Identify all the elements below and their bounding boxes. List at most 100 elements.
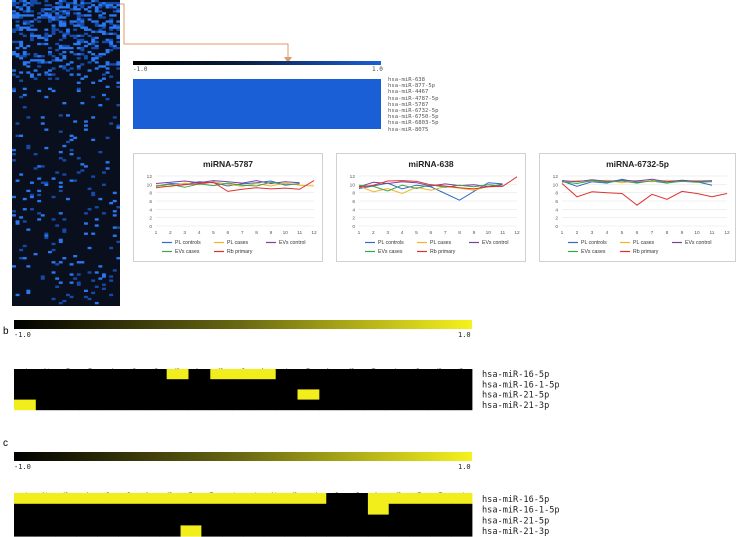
- panel-a-heatmap-cell: [112, 26, 117, 29]
- x-tick-label: 3: [386, 230, 389, 236]
- panel-a-heatmap-cell: [116, 34, 120, 38]
- panel-a-heatmap-cell: [84, 120, 88, 123]
- panel-a-heatmap-cell: [44, 71, 49, 74]
- panel-a-heatmap-cell: [26, 6, 31, 9]
- heatmap-cell: [222, 503, 244, 515]
- heatmap-cell: [451, 514, 473, 526]
- panel-a-heatmap-cell: [12, 40, 16, 44]
- panel-a-heatmap-cell: [22, 22, 27, 25]
- y-tick-label: 4: [149, 207, 152, 213]
- panel-a-heatmap-cell: [30, 34, 34, 38]
- panel-a-heatmap-cell: [80, 46, 85, 50]
- panel-a-heatmap-cell: [30, 28, 34, 31]
- heatmap-cell: [144, 379, 168, 390]
- panel-a-heatmap-cell: [66, 197, 70, 201]
- panel-a-heatmap-cell: [30, 14, 34, 17]
- panel-a-zoom-row-label: hsa-miR-4467: [388, 89, 429, 96]
- heatmap-cell: [243, 525, 265, 537]
- panel-a-heatmap-cell: [26, 53, 31, 56]
- panel-a-heatmap-cell: [102, 26, 106, 29]
- panel-a-heatmap-cell: [33, 28, 38, 31]
- x-tick-label: 6: [429, 230, 432, 236]
- panel-a-heatmap-cell: [19, 32, 24, 35]
- y-tick-label: 2: [352, 216, 355, 222]
- heatmap-cell: [451, 503, 473, 515]
- panel-b-scale-min: -1.0: [14, 331, 31, 339]
- panel-a-heatmap-cell: [22, 197, 27, 201]
- panel-a-heatmap-cell: [87, 61, 92, 64]
- panel-a-heatmap-cell: [58, 130, 63, 133]
- panel-a-heatmap-cell: [91, 193, 96, 197]
- panel-a-heatmap-cell: [80, 6, 85, 9]
- panel-a-heatmap-cell: [62, 32, 67, 35]
- y-tick-label: 2: [555, 216, 558, 222]
- panel-a-heatmap-cell: [109, 18, 114, 21]
- panel-a-heatmap-cell: [30, 181, 34, 184]
- panel-a-heatmap-cell: [37, 218, 42, 221]
- panel-a-heatmap-cell: [66, 32, 70, 35]
- panel-a-heatmap-cell: [55, 59, 60, 62]
- panel-a-heatmap-cell: [109, 279, 114, 282]
- panel-a-heatmap-cell: [80, 34, 85, 38]
- panel-a-heatmap-cell: [58, 181, 63, 184]
- panel-a-heatmap-cell: [98, 277, 103, 280]
- panel-a-heatmap-cell: [84, 14, 88, 17]
- panel-a-heatmap-cell: [112, 24, 117, 27]
- panel-a-heatmap-cell: [12, 214, 16, 217]
- series-line-pl-cases: [155, 181, 315, 188]
- panel-a-heatmap-cell: [44, 38, 49, 42]
- panel-a-heatmap-cell: [109, 246, 114, 250]
- panel-a-heatmap-cell: [91, 191, 96, 195]
- heatmap-cell: [341, 399, 364, 411]
- panel-a-heatmap-cell: [58, 38, 63, 42]
- heatmap-cell: [118, 514, 140, 526]
- panel-a-heatmap-cell: [87, 187, 92, 191]
- heatmap-cell: [275, 379, 298, 390]
- heatmap-cell: [144, 369, 168, 380]
- panel-a-zoom-row-label: hsa-miR-5787: [388, 101, 429, 108]
- panel-a-heatmap-cell: [76, 89, 81, 93]
- panel-a-heatmap-cell: [44, 128, 49, 131]
- y-tick-label: 4: [352, 207, 355, 213]
- panel-a-heatmap-cell: [15, 2, 20, 5]
- panel-a-heatmap-cell: [87, 2, 92, 5]
- panel-a-heatmap-cell: [112, 2, 117, 5]
- panel-a-heatmap-cell: [12, 30, 16, 33]
- x-tick-label: 5: [415, 230, 418, 236]
- panel-a-heatmap-cell: [62, 34, 67, 38]
- heatmap-cell: [118, 493, 140, 505]
- chart-title: miRNA-6732-5p: [606, 159, 669, 169]
- panel-a-heatmap-cell: [15, 222, 20, 225]
- panel-a-heatmap-cell: [116, 40, 120, 44]
- panel-a-heatmap-cell: [69, 20, 74, 23]
- panel-a-heatmap-cell: [73, 20, 78, 23]
- panel-a-heatmap-cell: [94, 40, 99, 44]
- panel-a-heatmap-cell: [26, 44, 31, 48]
- heatmap-cell: [14, 379, 37, 390]
- panel-a-heatmap-cell: [69, 134, 74, 137]
- panel-a-heatmap-cell: [76, 22, 81, 25]
- panel-a-heatmap-cell: [22, 257, 27, 260]
- heatmap-cell: [430, 514, 452, 526]
- panel-a-heatmap-cell: [73, 136, 78, 140]
- panel-a-heatmap-cell: [91, 279, 96, 282]
- panel-a-heatmap-cell: [55, 277, 60, 280]
- panel-a-heatmap-cell: [48, 4, 52, 7]
- heatmap-cell: [201, 493, 223, 505]
- panel-a-heatmap-cell: [98, 28, 103, 31]
- heatmap-cell: [76, 514, 98, 526]
- panel-a-heatmap-cell: [102, 65, 106, 68]
- panel-a-heatmap-cell: [87, 6, 92, 9]
- panel-a-heatmap-cell: [94, 224, 99, 227]
- panel-a-heatmap-cell: [112, 44, 117, 48]
- panel-a-heatmap-cell: [116, 4, 120, 7]
- panel-a-heatmap-cell: [37, 20, 42, 23]
- heatmap-cell: [144, 389, 168, 400]
- y-tick-label: 8: [555, 191, 558, 197]
- heatmap-cell: [367, 503, 390, 515]
- heatmap-cell: [97, 525, 119, 537]
- panel-a-heatmap-cell: [102, 171, 106, 174]
- heatmap-cell: [305, 503, 327, 515]
- panel-a-heatmap-cell: [73, 12, 78, 15]
